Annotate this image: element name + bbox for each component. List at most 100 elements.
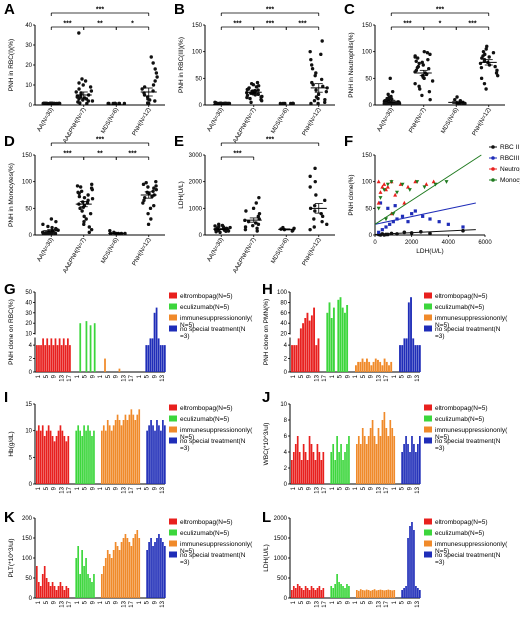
legend-label-cont: =3) [180,445,190,452]
data-point [422,185,427,190]
bar [294,588,297,598]
data-point [479,76,484,81]
bar [154,430,156,484]
bar [108,554,111,598]
data-point [77,81,81,85]
significance-label: ** [97,21,103,28]
x-tick-label: 13 [314,486,320,493]
bar [359,444,362,484]
data-point [141,201,145,205]
bar [361,358,364,372]
data-point [260,94,264,99]
bar [79,323,82,372]
bar [414,345,417,372]
bar [118,550,121,598]
data-point [87,230,91,235]
data-point [406,220,410,224]
y-tick-label: 2000 [274,516,288,522]
y-tick-label: 200 [22,516,33,522]
bar [368,361,371,372]
y-tick-label: 60 [280,311,287,317]
y-tick-label: 150 [22,536,33,542]
data-point [254,201,258,205]
bar [153,312,156,372]
data-point [391,212,396,216]
bar [110,558,113,598]
data-point [415,56,420,60]
x-tick-label: 5 [44,486,50,490]
data-point [90,197,95,201]
panel-label: H [262,281,273,298]
data-point [453,97,457,102]
legend-marker [491,178,495,182]
data-point [153,99,157,103]
significance-label: *** [403,21,411,28]
data-point [249,81,254,86]
bar [344,452,346,484]
data-point [256,84,261,88]
fit-line [374,154,482,225]
x-tick-label: 5 [83,486,89,490]
x-tick-label: PNH(N=12) [302,107,323,137]
bar [164,546,166,598]
legend-label: no special treatment(N [435,438,501,445]
legend-label-cont: =3) [180,333,190,340]
bar [83,425,85,484]
x-tick-label: 17 [322,600,328,607]
bar [122,538,125,598]
bar [330,318,333,372]
data-point [384,217,388,222]
bar [371,590,374,598]
bar [363,436,366,484]
bar [126,538,129,598]
x-tick-label: 1 [137,374,143,378]
x-tick-label: 13 [59,486,65,493]
legend-swatch [424,518,432,525]
data-point [152,203,156,208]
data-point [382,188,387,192]
x-tick-label: 13 [59,374,65,381]
panel-label: F [344,133,353,150]
bar [379,436,382,484]
data-point [257,211,262,216]
bar [42,338,44,372]
data-point [421,214,425,218]
data-point [154,71,159,75]
x-tick-label: 9 [369,600,375,604]
bar [37,425,40,484]
bar [373,436,376,484]
y-tick-label: 8 [284,418,288,424]
bar [417,588,419,598]
legend-swatch [169,415,177,422]
data-point [316,92,321,97]
bar [322,452,325,484]
bar [61,586,64,598]
x-tick-label: 5 [145,600,151,604]
bar [373,589,376,598]
data-point [402,230,407,235]
legend-label: no special treatment(N [435,552,501,559]
x-tick-label: 1 [98,374,104,378]
x-tick-label: AA&PNH(N=7) [232,237,257,275]
bar [130,546,133,598]
bar [341,307,344,372]
bar [83,566,85,598]
data-point [378,196,383,200]
bar [312,588,315,598]
data-point [320,214,325,219]
x-tick-label: MDS(N=6) [441,107,460,135]
x-tick-label: PNH(N=7) [408,107,427,134]
legend-swatch [424,303,432,310]
bar [359,589,362,598]
bar [332,307,335,372]
data-point [41,222,45,227]
data-point [325,222,329,227]
bar [100,574,103,598]
data-point [310,80,314,85]
significance-label: *** [266,21,274,28]
legend-label: immunesuppressiononly( [435,427,508,434]
bar [401,452,403,484]
data-point [88,211,93,216]
bar [41,574,44,598]
